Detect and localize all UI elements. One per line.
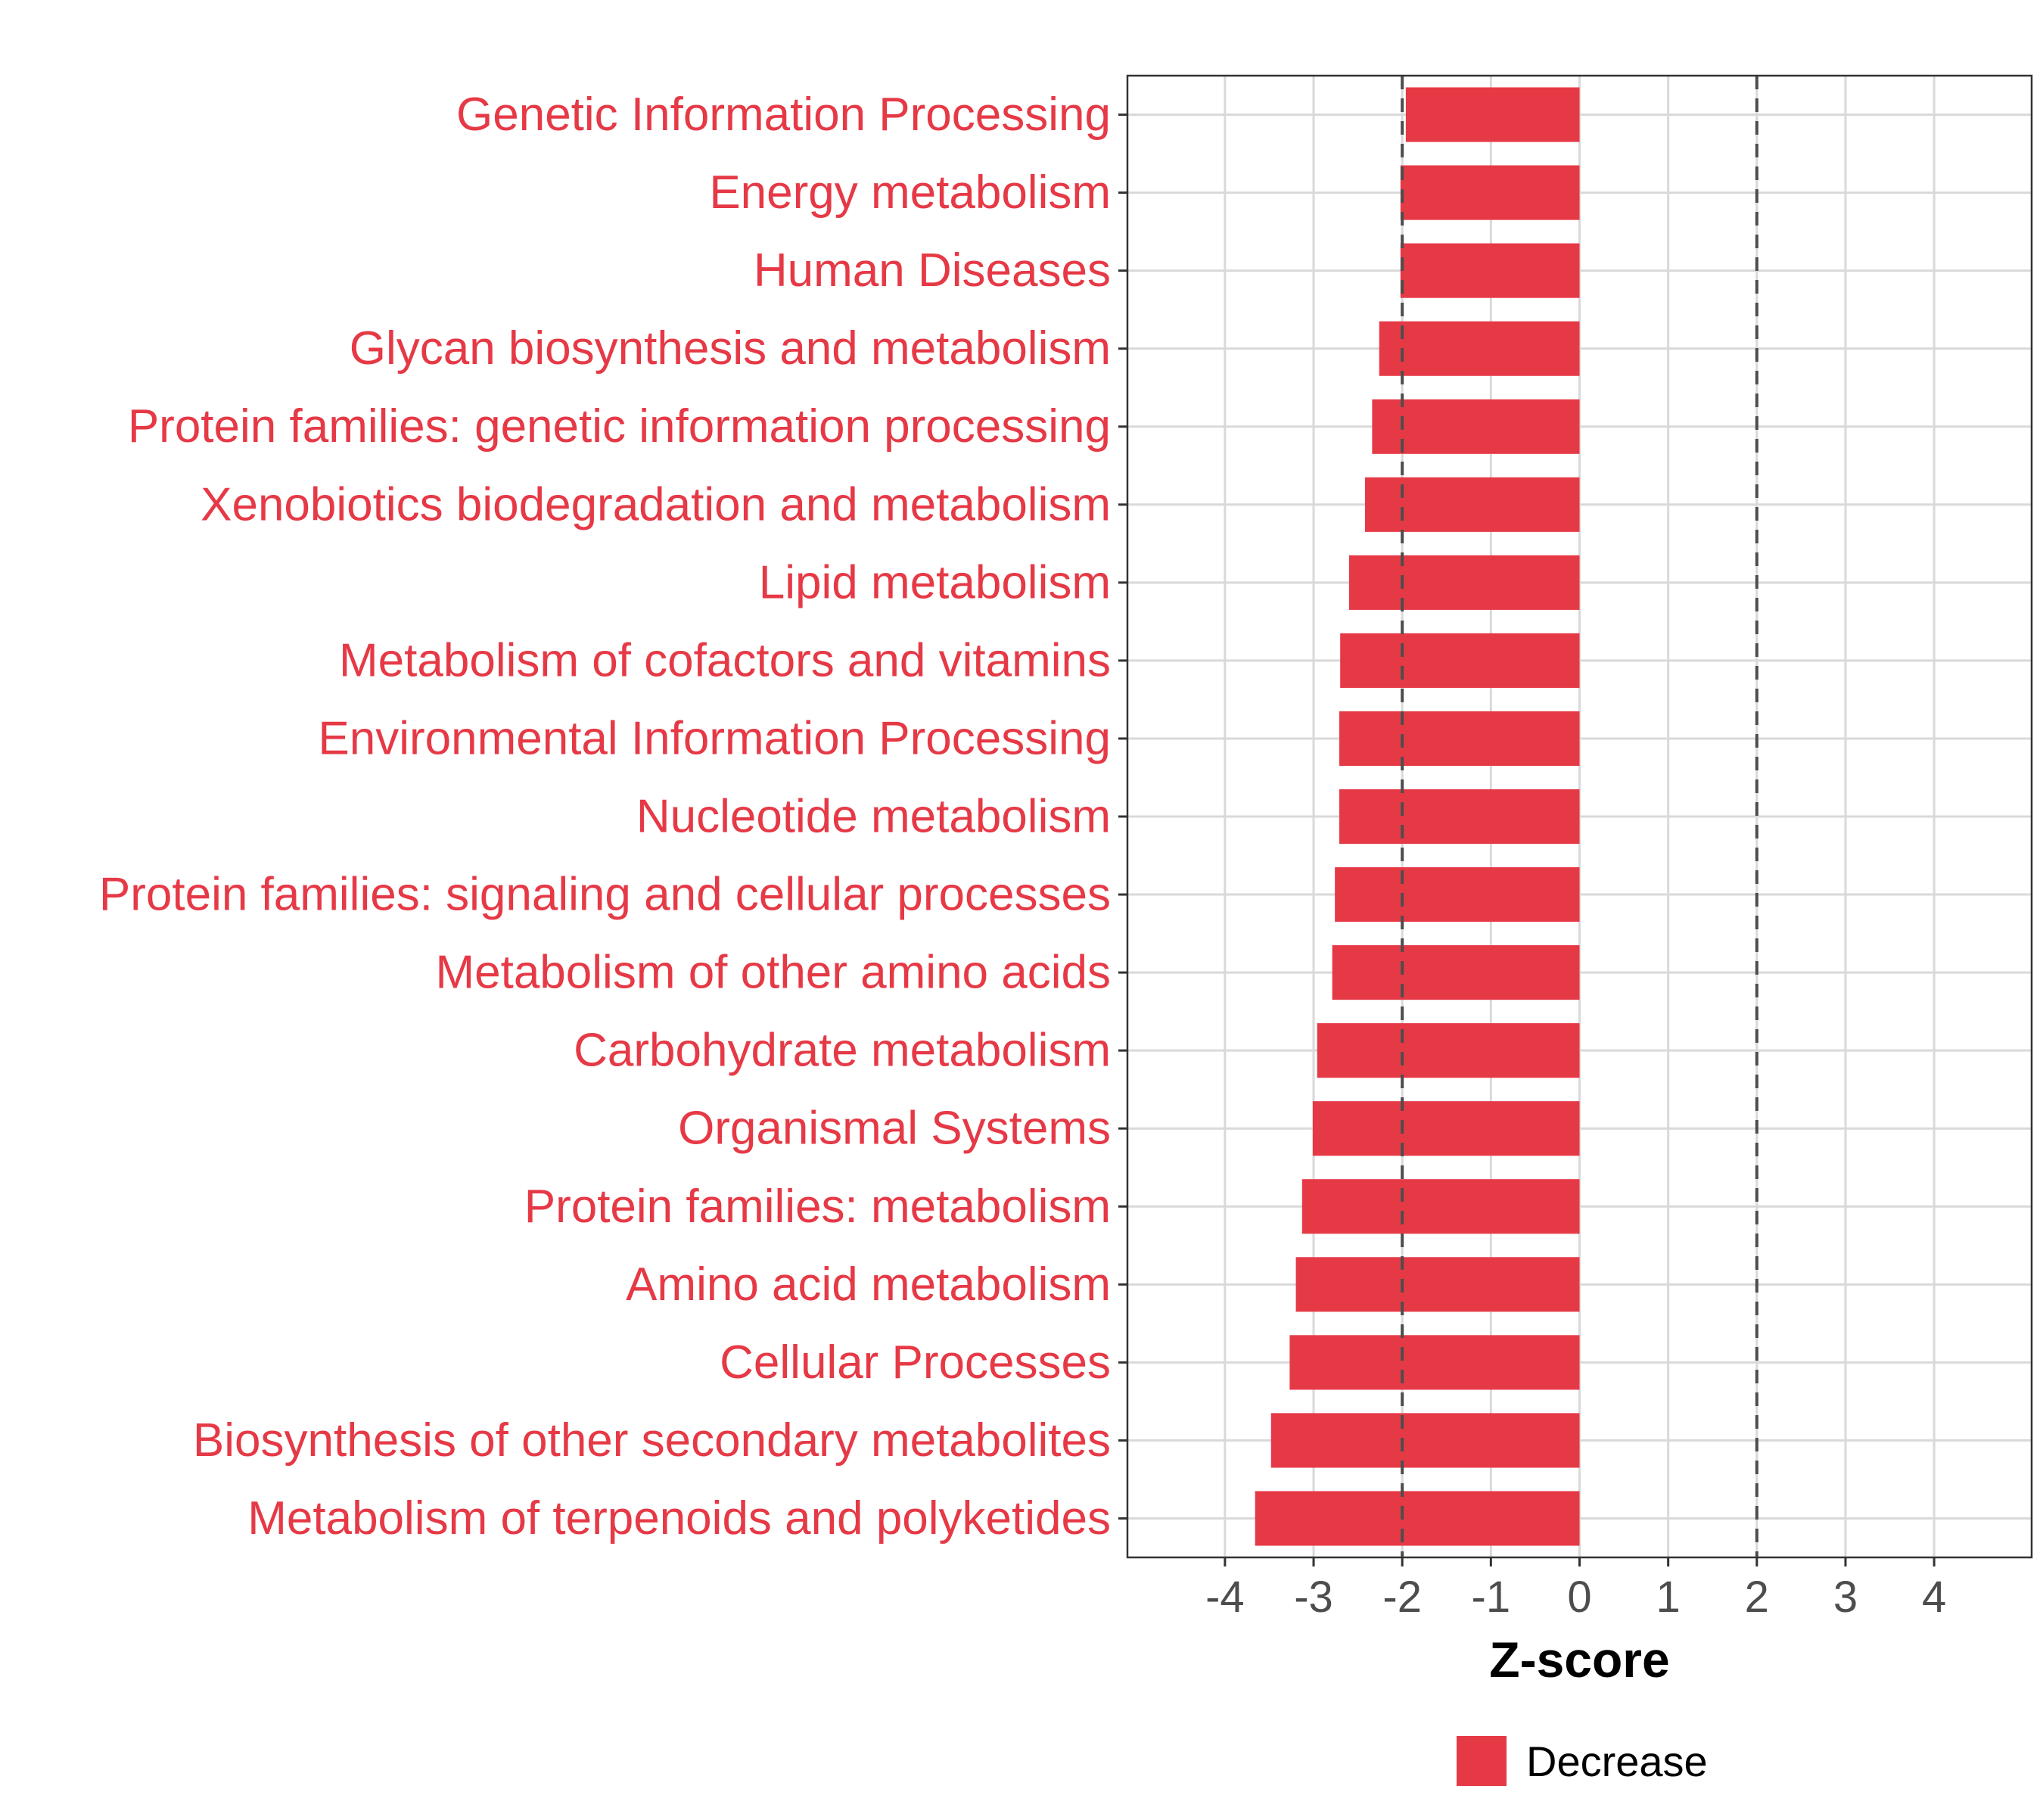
bar: [1317, 1023, 1580, 1078]
bar: [1332, 945, 1580, 1000]
y-tick-label: Carbohydrate metabolism: [574, 1025, 1111, 1077]
bar: [1372, 399, 1580, 454]
y-tick-label: Metabolism of terpenoids and polyketides: [247, 1492, 1111, 1545]
bar: [1339, 711, 1580, 767]
y-tick-label: Protein families: genetic information pr…: [128, 400, 1111, 453]
bar: [1400, 165, 1580, 220]
legend-label-decrease: Decrease: [1526, 1738, 1708, 1785]
x-axis-title: Z-score: [1489, 1632, 1669, 1688]
x-axis: -4 -3 -2 -1 0 1 2 3 4: [1205, 1557, 1946, 1622]
y-axis: Genetic Information Processing Energy met…: [99, 89, 1127, 1545]
bar: [1255, 1491, 1580, 1546]
x-tick-label: 3: [1833, 1573, 1858, 1622]
legend: Decrease: [1457, 1736, 1708, 1786]
y-tick-label: Environmental Information Processing: [318, 712, 1111, 764]
bar: [1270, 1413, 1580, 1468]
y-tick-label: Lipid metabolism: [759, 556, 1111, 608]
y-tick-label: Genetic Information Processing: [456, 89, 1111, 141]
y-tick-label: Xenobiotics biodegradation and metabolis…: [201, 478, 1111, 530]
y-tick-label: Amino acid metabolism: [626, 1258, 1111, 1311]
y-tick-label: Protein families: metabolism: [524, 1181, 1111, 1233]
bar: [1339, 789, 1580, 845]
x-tick-label: 4: [1922, 1573, 1946, 1622]
bar: [1301, 1179, 1580, 1234]
bar: [1364, 477, 1580, 532]
x-tick-label: -3: [1294, 1573, 1333, 1622]
reference-lines: [1401, 76, 1758, 1557]
y-tick-label: Protein families: signaling and cellular…: [99, 869, 1111, 921]
y-tick-label: Biosynthesis of other secondary metaboli…: [193, 1414, 1111, 1467]
bar: [1335, 866, 1580, 922]
bar: [1379, 321, 1580, 376]
x-tick-label: 1: [1656, 1573, 1681, 1622]
bar: [1400, 243, 1580, 298]
bars: [1255, 87, 1580, 1546]
y-tick-label: Energy metabolism: [709, 166, 1111, 219]
x-tick-label: 0: [1567, 1573, 1591, 1622]
y-tick-label: Organismal Systems: [678, 1103, 1111, 1155]
bar: [1312, 1101, 1580, 1156]
y-tick-label: Cellular Processes: [720, 1336, 1111, 1389]
y-tick-label: Metabolism of cofactors and vitamins: [339, 634, 1111, 686]
y-tick-label: Human Diseases: [754, 244, 1111, 297]
x-tick-label: -4: [1205, 1573, 1245, 1622]
x-tick-label: -2: [1382, 1573, 1422, 1622]
legend-swatch-decrease: [1457, 1736, 1507, 1786]
y-tick-label: Glycan biosynthesis and metabolism: [350, 322, 1111, 375]
bar: [1289, 1335, 1580, 1390]
x-tick-label: 2: [1745, 1573, 1769, 1622]
x-tick-label: -1: [1472, 1573, 1511, 1622]
y-tick-label: Metabolism of other amino acids: [435, 947, 1111, 999]
y-tick-label: Nucleotide metabolism: [636, 791, 1111, 843]
bar: [1295, 1257, 1580, 1312]
bar: [1340, 633, 1580, 688]
bar: [1348, 555, 1580, 610]
bar: [1405, 87, 1580, 142]
